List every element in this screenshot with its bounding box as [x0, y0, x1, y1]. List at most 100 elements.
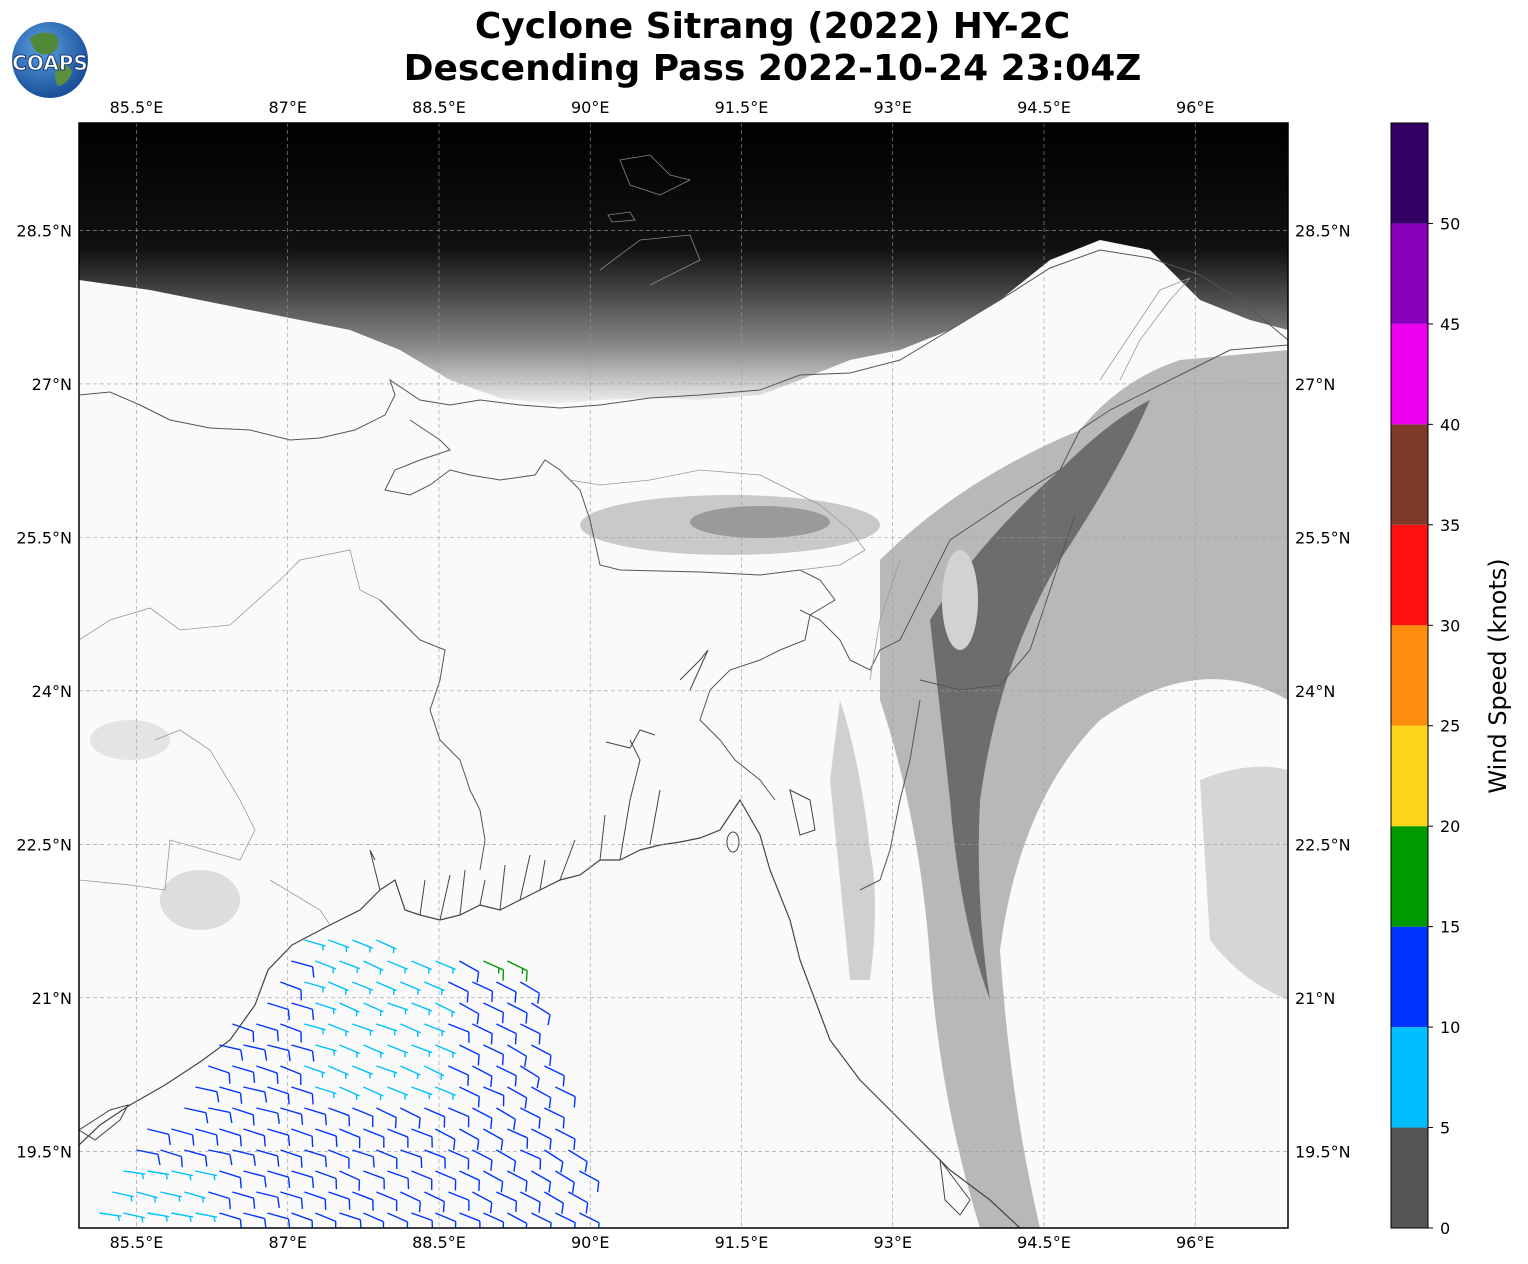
wind-barb — [256, 1023, 280, 1042]
wind-barb — [376, 981, 397, 995]
wind-barb — [219, 1128, 242, 1147]
wind-barb — [315, 1212, 337, 1228]
wind-barb — [448, 1107, 470, 1128]
wind-barb — [171, 1212, 194, 1222]
wind-barb — [352, 1191, 374, 1211]
wind-barb — [352, 1065, 374, 1079]
wind-barb — [435, 1170, 457, 1191]
wind-barb — [339, 1002, 360, 1017]
longitude-labels-bottom: 85.5°E 87°E 88.5°E 90°E 91.5°E 93°E 94.5°E 96°E — [110, 1233, 1215, 1252]
wind-barb — [208, 1065, 231, 1084]
colorbar-tick-label: 15 — [1440, 918, 1460, 937]
wind-barb — [328, 1023, 350, 1037]
terrain-background — [79, 123, 1288, 1228]
wind-barb — [339, 1170, 361, 1191]
wind-barb — [267, 1128, 291, 1146]
wind-barb — [459, 1002, 480, 1025]
wind-barb — [472, 1191, 493, 1214]
wind-barb — [147, 1212, 170, 1222]
wind-barb — [376, 1065, 398, 1078]
latitude-tick-label: 19.5°N — [1295, 1142, 1351, 1161]
wind-barb — [256, 1107, 281, 1124]
wind-barb — [376, 1191, 398, 1212]
wind-barb — [483, 1086, 505, 1107]
wind-barb — [147, 1170, 170, 1180]
wind-barb — [232, 1065, 256, 1083]
wind-barb — [315, 960, 337, 974]
wind-barb — [171, 1170, 194, 1181]
wind-barb — [267, 1044, 291, 1062]
wind-barb — [507, 1212, 528, 1228]
wind-barb — [507, 1086, 528, 1109]
wind-barb — [328, 981, 349, 995]
wind-barb — [339, 960, 361, 974]
wind-barb — [160, 1149, 183, 1168]
wind-barb — [579, 1212, 600, 1228]
wind-barb — [459, 1044, 480, 1066]
wind-barb — [531, 1170, 552, 1193]
wind-barb — [544, 1149, 564, 1173]
wind-barb — [411, 1086, 433, 1099]
wind-barbs — [99, 939, 600, 1228]
longitude-tick-label: 93°E — [873, 1233, 911, 1252]
wind-barb — [195, 1086, 220, 1103]
wind-barb — [352, 1149, 375, 1168]
wind-barb — [195, 1170, 218, 1181]
coaps-logo: COAPS — [12, 22, 88, 98]
colorbar-tick-label: 0 — [1440, 1219, 1450, 1238]
longitude-tick-label: 93°E — [873, 98, 911, 117]
wind-barb — [315, 1086, 337, 1099]
latitude-tick-label: 21°N — [32, 989, 72, 1008]
longitude-tick-label: 96°E — [1176, 1233, 1214, 1252]
wind-barb — [435, 1044, 456, 1058]
wind-barb — [496, 1191, 518, 1212]
wind-barb — [123, 1212, 145, 1223]
colorbar-tick-label: 50 — [1440, 214, 1460, 233]
wind-barb — [232, 1023, 255, 1043]
wind-barb — [315, 1044, 337, 1056]
longitude-tick-label: 94.5°E — [1017, 98, 1071, 117]
wind-barb — [256, 1191, 280, 1209]
wind-barb — [363, 1002, 384, 1016]
wind-barb — [243, 1170, 267, 1188]
latitude-tick-label: 24°N — [1295, 682, 1335, 701]
wind-barb — [568, 1191, 589, 1214]
wind-barb — [448, 1065, 470, 1086]
wind-barb — [448, 1191, 470, 1211]
wind-barb — [387, 1212, 409, 1228]
wind-barb — [195, 1128, 219, 1146]
longitude-tick-label: 87°E — [268, 98, 306, 117]
wind-barb — [232, 1149, 257, 1166]
wind-barb — [363, 1086, 384, 1101]
wind-barb — [400, 1191, 421, 1213]
wind-barb — [496, 1065, 517, 1087]
longitude-tick-label: 88.5°E — [412, 98, 466, 117]
wind-barb — [472, 1065, 493, 1088]
latitude-labels-left: 28.5°N 27°N 25.5°N 24°N 22.5°N 21°N 19.5°N — [16, 221, 72, 1161]
wind-barb — [291, 1044, 315, 1062]
wind-barb — [208, 1149, 233, 1166]
wind-barb — [184, 1107, 209, 1124]
wind-barb — [280, 1107, 304, 1126]
colorbar-bin — [1391, 323, 1428, 425]
longitude-tick-label: 88.5°E — [412, 1233, 466, 1252]
colorbar-tick-label: 20 — [1440, 817, 1460, 836]
wind-barb — [387, 1044, 409, 1058]
wind-barb — [424, 1149, 446, 1169]
wind-barb — [339, 1086, 360, 1101]
wind-barb — [435, 1128, 456, 1151]
wind-barb — [507, 1002, 528, 1024]
colorbar-bin — [1391, 123, 1428, 224]
wind-barb — [507, 1128, 529, 1149]
wind-barb — [256, 1065, 279, 1084]
wind-barb — [352, 981, 374, 995]
wind-barb — [411, 1212, 434, 1228]
wind-barb — [411, 1002, 433, 1016]
longitude-tick-label: 85.5°E — [110, 98, 164, 117]
wind-barb — [472, 1149, 493, 1171]
wind-barb — [400, 1107, 421, 1129]
wind-barb — [267, 1002, 290, 1021]
longitude-tick-label: 85.5°E — [110, 1233, 164, 1252]
longitude-tick-label: 87°E — [268, 1233, 306, 1252]
wind-barb — [555, 1170, 575, 1194]
